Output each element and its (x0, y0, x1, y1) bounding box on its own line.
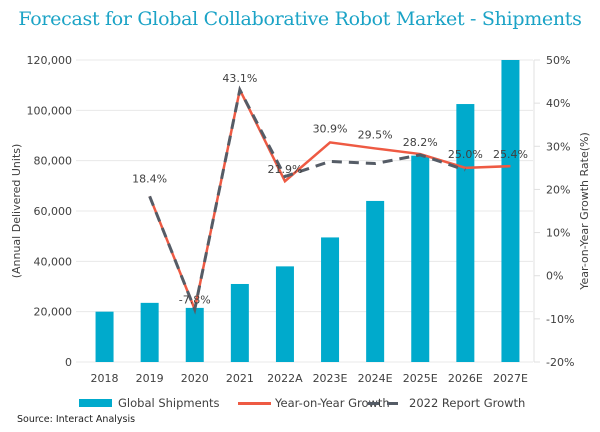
y2-tick-label: -20% (546, 356, 574, 369)
y2-tick-label: 0% (546, 270, 563, 283)
bar-2023E (321, 237, 340, 362)
data-label: 18.4% (132, 172, 167, 185)
bar-2022A (275, 266, 294, 362)
bar-2021 (230, 283, 249, 362)
y2-tick-label: 20% (546, 183, 570, 196)
y-tick-label: 40,000 (34, 255, 73, 268)
data-label: 30.9% (313, 122, 348, 135)
legend-item-yoy-growth: Year-on-Year Growth (238, 396, 390, 410)
legend-label: Global Shipments (118, 396, 220, 410)
bar-2025E (411, 155, 430, 362)
source-note: Source: Interact Analysis (17, 414, 136, 425)
bar-2027E (501, 60, 520, 362)
data-label: 25.4% (493, 148, 528, 161)
x-tick-label: 2018 (91, 372, 119, 385)
legend-swatch-bar (79, 399, 112, 407)
chart-title: Forecast for Global Collaborative Robot … (18, 8, 582, 30)
bar-2020 (185, 307, 204, 362)
y2-tick-label: 30% (546, 140, 570, 153)
x-tick-label: 2025E (403, 372, 438, 385)
y2-tick-label: 40% (546, 97, 570, 110)
legend-swatch-line (238, 401, 271, 405)
legend-item-global-shipments: Global Shipments (79, 396, 220, 410)
bar-2024E (366, 200, 385, 362)
legend-label: 2022 Report Growth (409, 396, 526, 410)
y-tick-label: 0 (65, 356, 72, 369)
y-tick-label: 80,000 (34, 155, 73, 168)
data-label: 25.0% (448, 148, 483, 161)
legend-swatch-dashed (368, 401, 401, 405)
y-tick-label: 120,000 (27, 54, 73, 67)
data-label: 21.9% (267, 163, 302, 176)
y-tick-label: 100,000 (27, 104, 73, 117)
y-axis-title: (Annual Delivered Units) (10, 144, 23, 279)
x-tick-label: 2026E (448, 372, 483, 385)
y2-tick-label: 10% (546, 227, 570, 240)
y2-axis-title: Year-on-Year Growth Rate(%) (578, 132, 591, 290)
data-label: 28.2% (403, 136, 438, 149)
data-label: 29.5% (358, 128, 393, 141)
data-label: 43.1% (222, 72, 257, 85)
legend-label: Year-on-Year Growth (275, 396, 390, 410)
y2-tick-label: -10% (546, 313, 574, 326)
x-tick-label: 2024E (358, 372, 393, 385)
y-tick-label: 20,000 (34, 306, 73, 319)
data-label: -7.8% (179, 293, 211, 306)
x-tick-label: 2022A (267, 372, 303, 385)
bar-2018 (95, 311, 114, 362)
y2-tick-label: 50% (546, 54, 570, 67)
y-tick-label: 60,000 (34, 205, 73, 218)
x-tick-label: 2021 (226, 372, 254, 385)
x-tick-label: 2020 (181, 372, 209, 385)
x-tick-label: 2019 (136, 372, 164, 385)
bar-2019 (140, 302, 159, 362)
bar-2026E (456, 104, 475, 363)
legend-item-2022-report-growth: 2022 Report Growth (368, 396, 525, 410)
x-tick-label: 2027E (493, 372, 528, 385)
x-tick-label: 2023E (313, 372, 348, 385)
line-2022-report-growth (148, 85, 466, 315)
